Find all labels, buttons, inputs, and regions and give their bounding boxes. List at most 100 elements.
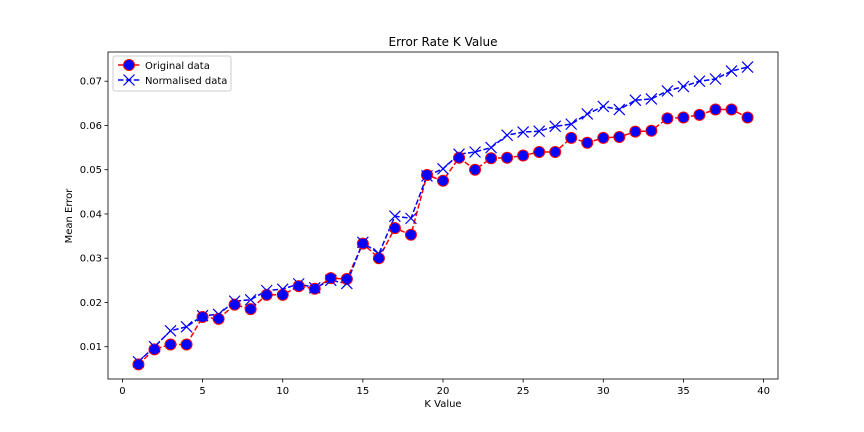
data-point [725, 65, 738, 77]
x-tick-label: 0 [119, 386, 125, 397]
data-point [276, 283, 289, 296]
x-tick-label: 40 [757, 386, 770, 397]
legend-marker-normalised [123, 74, 135, 86]
data-point [180, 320, 193, 333]
y-tick-label: 0.03 [80, 254, 102, 265]
data-point [372, 247, 385, 260]
data-point [645, 124, 658, 137]
data-point [629, 94, 642, 107]
y-axis-label: Mean Error [64, 188, 75, 244]
data-point [244, 293, 257, 306]
data-point [292, 280, 305, 293]
data-point [324, 274, 337, 287]
data-point [324, 272, 337, 285]
data-point [613, 130, 626, 143]
data-point [533, 125, 546, 138]
chart-title: Error Rate K Value [388, 35, 497, 49]
data-point [180, 338, 193, 351]
data-point [693, 75, 706, 88]
data-point [420, 169, 433, 182]
data-point [549, 120, 562, 133]
x-tick-label: 35 [677, 386, 690, 397]
data-point [517, 126, 530, 139]
data-point [260, 288, 273, 301]
plot-area: 0 5 10 15 20 25 30 35 40 0.01 0.02 0.03 0.04 0.05 0.06… [80, 51, 779, 397]
data-point [677, 80, 690, 93]
data-point [132, 358, 145, 371]
data-point [485, 141, 498, 154]
data-point [453, 151, 466, 164]
data-point [549, 146, 562, 159]
data-point [228, 295, 241, 308]
data-point [661, 85, 674, 97]
data-point [613, 103, 626, 116]
data-point [501, 129, 514, 142]
data-point [725, 103, 738, 116]
y-tick-label: 0.01 [80, 342, 102, 353]
data-point [164, 324, 177, 337]
data-point [581, 136, 594, 149]
data-point [260, 284, 273, 297]
data-point [340, 272, 353, 285]
x-tick-label: 25 [517, 386, 530, 397]
data-point [132, 355, 145, 368]
data-point [308, 281, 321, 294]
data-point [597, 100, 610, 113]
data-point [276, 288, 289, 301]
data-point [437, 162, 449, 175]
y-tick-label: 0.06 [80, 121, 102, 132]
data-point [517, 149, 530, 162]
x-tick-label: 20 [437, 386, 450, 397]
data-point [741, 111, 754, 124]
legend-label-original: Original data [145, 61, 210, 72]
data-point [693, 108, 706, 121]
data-point [196, 309, 209, 322]
x-tick-label: 10 [276, 386, 289, 397]
data-point [196, 311, 209, 324]
data-point [469, 146, 481, 158]
y-tick-label: 0.07 [80, 77, 102, 88]
data-point [741, 61, 754, 73]
data-point [148, 340, 161, 353]
data-point [421, 169, 433, 182]
data-point [565, 131, 578, 144]
x-tick-label: 30 [597, 386, 610, 397]
data-point [661, 112, 674, 125]
data-point [228, 298, 241, 311]
x-axis-label: K Value [424, 399, 461, 410]
legend-label-normalised: Normalised data [145, 76, 227, 87]
y-tick-label: 0.05 [80, 165, 102, 176]
data-point [388, 222, 401, 235]
data-point [148, 343, 161, 356]
data-point [437, 174, 449, 187]
data-point [677, 111, 690, 124]
data-point [340, 277, 353, 290]
data-point [212, 312, 225, 325]
data-point [709, 73, 722, 85]
data-point [709, 103, 722, 116]
data-point [356, 237, 369, 250]
data-point [565, 118, 578, 131]
y-tick-label: 0.04 [80, 209, 102, 220]
data-point [388, 210, 401, 223]
x-tick-label: 5 [199, 386, 205, 397]
data-point [244, 303, 257, 316]
data-point [212, 308, 225, 321]
data-point [501, 151, 514, 164]
axes-frame [107, 51, 779, 380]
data-point [581, 108, 594, 120]
legend-box [112, 55, 232, 92]
y-tick-label: 0.02 [80, 298, 102, 309]
legend: Original data Normalised data [112, 55, 232, 92]
legend-marker-original [123, 59, 135, 71]
data-point [453, 148, 465, 161]
data-point [164, 338, 177, 351]
data-point [405, 212, 417, 225]
data-point [645, 92, 658, 105]
data-point [404, 228, 417, 241]
data-point [292, 277, 305, 290]
data-point [308, 282, 321, 295]
data-point [356, 236, 369, 249]
x-tick-label: 15 [356, 386, 369, 397]
